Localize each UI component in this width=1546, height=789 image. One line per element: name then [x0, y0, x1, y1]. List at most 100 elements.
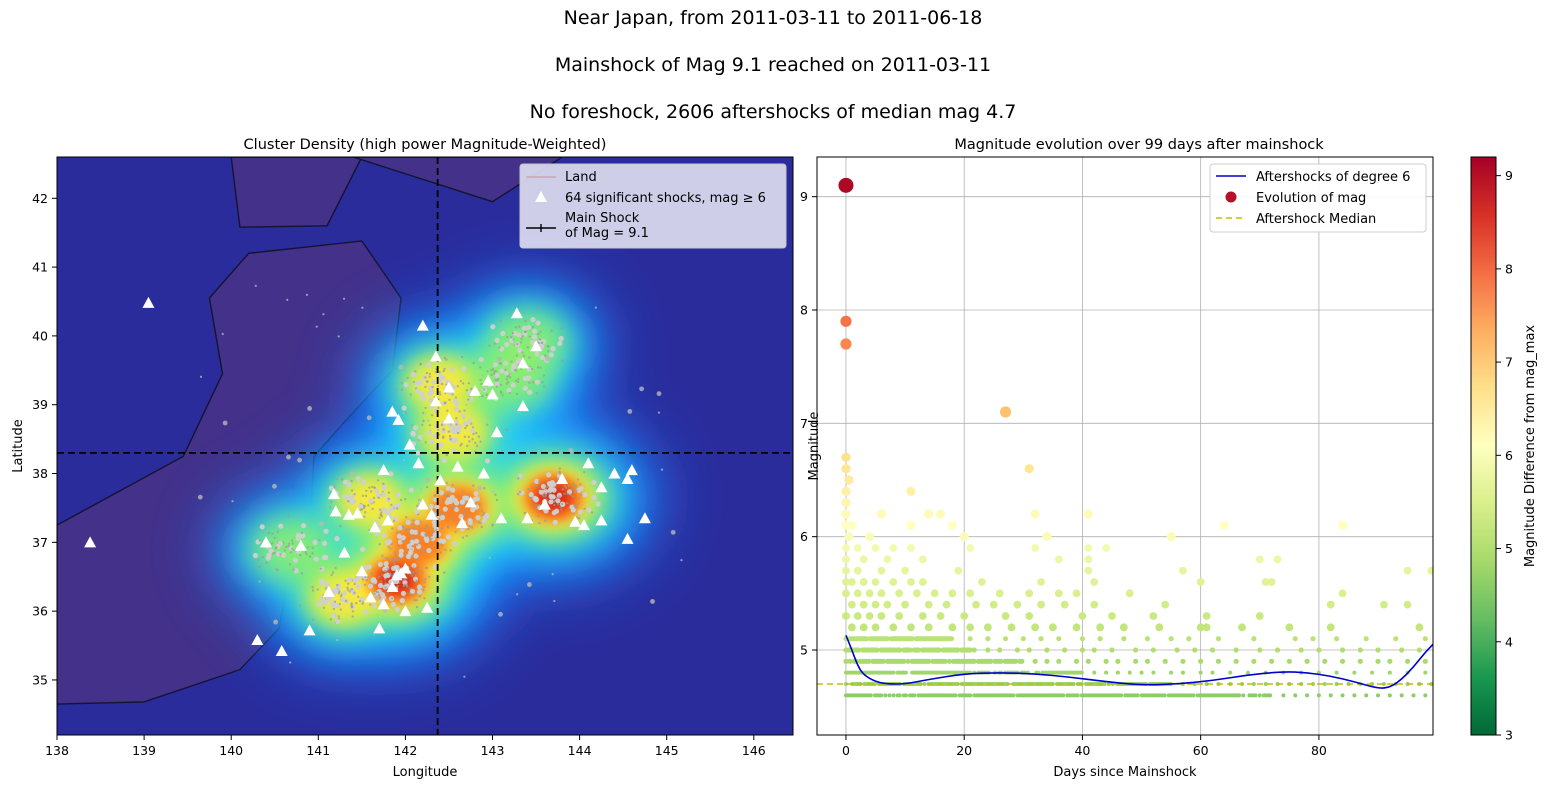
aftershock-dot	[477, 485, 483, 491]
aftershock-dot	[461, 355, 464, 359]
aftershock-point	[866, 658, 872, 664]
aftershock-dot	[516, 357, 523, 363]
aftershock-dot	[467, 381, 471, 385]
aftershock-dot	[339, 524, 342, 528]
aftershock-dot	[537, 306, 541, 309]
map-ytick-label: 40	[32, 328, 48, 343]
aftershock-point	[1139, 670, 1144, 675]
aftershock-dot	[371, 485, 374, 489]
aftershock-dot	[479, 366, 482, 369]
aftershock-dot	[414, 519, 420, 525]
aftershock-point	[1357, 658, 1363, 664]
aftershock-dot	[258, 580, 261, 583]
aftershock-point	[872, 682, 877, 686]
aftershock-point	[1031, 544, 1040, 552]
aftershock-dot	[531, 328, 538, 334]
aftershock-dot	[425, 485, 429, 489]
aftershock-dot	[318, 521, 324, 527]
aftershock-dot	[583, 470, 586, 474]
aftershock-dot	[331, 612, 337, 618]
aftershock-point	[1150, 647, 1156, 653]
aftershock-dot	[401, 540, 404, 543]
aftershock-dot	[353, 582, 356, 586]
aftershock-dot	[388, 572, 392, 575]
aftershock-dot	[414, 381, 420, 387]
aftershock-dot	[419, 520, 422, 523]
aftershock-dot	[526, 582, 532, 587]
aftershock-dot	[501, 394, 504, 397]
aftershock-dot	[399, 498, 403, 502]
aftershock-point	[889, 578, 898, 586]
aftershock-dot	[488, 344, 491, 347]
aftershock-point	[1196, 578, 1205, 586]
aftershock-dot	[367, 583, 374, 589]
aftershock-dot	[399, 530, 402, 534]
aftershock-dot	[346, 500, 350, 503]
aftershock-dot	[324, 587, 328, 590]
aftershock-point	[1048, 623, 1057, 632]
aftershock-dot	[576, 478, 580, 481]
aftershock-dot	[530, 497, 533, 500]
aftershock-point	[1038, 636, 1044, 642]
significant-shock-marker	[490, 426, 503, 438]
aftershock-dot	[355, 601, 358, 605]
aftershock-dot	[377, 561, 383, 568]
aftershock-point	[1108, 612, 1116, 620]
aftershock-dot	[416, 558, 420, 561]
aftershock-dot	[430, 537, 433, 541]
aftershock-dot	[517, 347, 523, 353]
aftershock-dot	[357, 595, 360, 599]
large-aftershock-point	[841, 486, 851, 496]
aftershock-point	[1422, 658, 1428, 664]
aftershock-dot	[342, 297, 346, 300]
aftershock-dot	[411, 523, 414, 526]
aftershock-dot	[453, 506, 456, 510]
aftershock-dot	[463, 409, 466, 412]
aftershock-dot	[440, 544, 444, 547]
aftershock-dot	[560, 502, 564, 506]
aftershock-dot	[411, 571, 415, 574]
significant-shock-marker	[275, 645, 288, 657]
aftershock-dot	[362, 506, 366, 510]
aftershock-point	[874, 647, 880, 653]
aftershock-dot	[548, 352, 554, 358]
aftershock-dot	[517, 377, 520, 381]
aftershock-dot	[273, 619, 279, 625]
aftershock-dot	[381, 507, 387, 513]
aftershock-point	[1316, 693, 1321, 698]
aftershock-dot	[410, 536, 414, 540]
aftershock-point	[855, 647, 861, 653]
aftershock-point	[1281, 693, 1286, 698]
aftershock-dot	[311, 546, 314, 550]
aftershock-dot	[312, 618, 315, 621]
aftershock-dot	[427, 575, 431, 578]
significant-shock-marker	[381, 514, 394, 526]
map-ytick-label: 36	[32, 604, 48, 619]
aftershock-dot	[553, 599, 556, 603]
aftershock-dot	[510, 382, 516, 388]
aftershock-dot	[566, 492, 570, 495]
aftershock-dot	[340, 596, 346, 602]
aftershock-dot	[542, 374, 545, 377]
aftershock-dot	[367, 504, 370, 507]
aftershock-dot	[270, 542, 274, 545]
aftershock-point	[1019, 658, 1025, 664]
significant-shock-marker	[595, 514, 608, 526]
aftershock-point	[918, 612, 927, 620]
aftershock-point	[847, 658, 853, 664]
aftershock-dot	[409, 529, 415, 535]
aftershock-dot	[420, 488, 423, 491]
map-xtick-label: 145	[655, 743, 679, 758]
aftershock-dot	[347, 582, 350, 585]
significant-shock-marker	[355, 565, 368, 577]
aftershock-dot	[458, 513, 464, 520]
aftershock-dot	[418, 498, 422, 502]
map-xlabel: Longitude	[393, 765, 458, 780]
aftershock-dot	[534, 507, 538, 511]
colorbar-tick-label: 9	[1505, 168, 1513, 183]
large-aftershock-point	[924, 509, 934, 519]
large-aftershock-points	[838, 177, 1348, 542]
aftershock-dot	[318, 538, 321, 542]
aftershock-dot	[491, 523, 495, 526]
aftershock-dot	[421, 411, 425, 415]
